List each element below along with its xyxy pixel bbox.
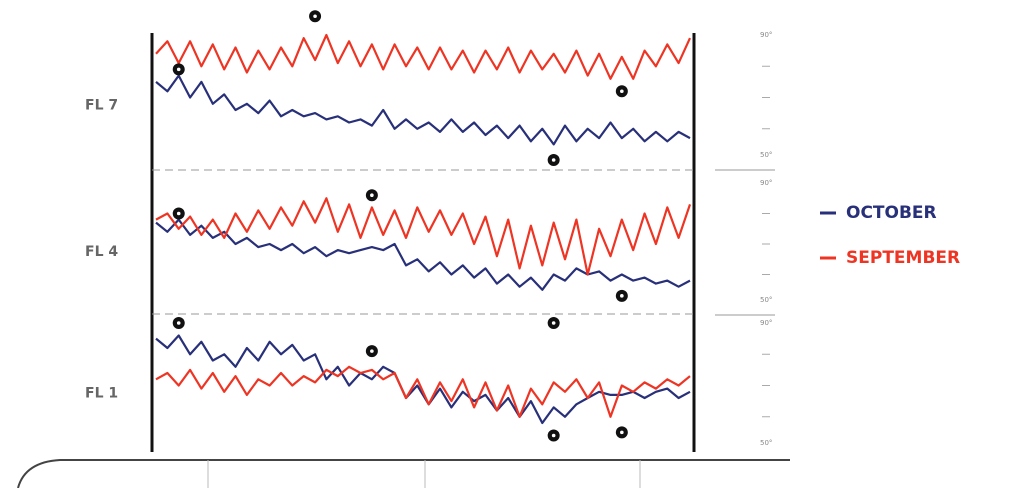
highlight-center — [620, 430, 624, 435]
y-tick-label: 50° — [760, 151, 772, 159]
y-tick-label: 90° — [760, 319, 772, 327]
series-line — [155, 197, 692, 276]
series-line — [155, 218, 691, 291]
highlight-center — [176, 211, 181, 216]
y-tick-label: 90° — [760, 31, 772, 39]
highlight-center — [551, 158, 556, 162]
series-line — [155, 365, 691, 418]
highlight-center — [370, 349, 374, 353]
highlight-center — [551, 433, 556, 438]
highlight-center — [176, 67, 181, 72]
y-tick-label: 50° — [760, 296, 772, 304]
series-line — [155, 33, 692, 80]
highlight-center — [551, 321, 556, 325]
y-tick-label: 90° — [760, 179, 772, 187]
highlight-center — [620, 294, 624, 298]
legend-label: OCTOBER — [846, 203, 937, 223]
panel-label: FL 7 — [85, 98, 118, 114]
y-tick-label: 50° — [760, 439, 772, 447]
highlight-center — [313, 14, 317, 19]
base-frame — [17, 459, 790, 488]
highlight-center — [176, 321, 181, 325]
panel-label: FL 1 — [85, 386, 118, 402]
panel-label: FL 4 — [85, 244, 118, 260]
highlight-center — [370, 193, 374, 197]
legend-label: SEPTEMBER — [846, 248, 960, 268]
series-line — [155, 334, 691, 425]
highlight-center — [620, 89, 624, 94]
series-line — [155, 74, 691, 146]
